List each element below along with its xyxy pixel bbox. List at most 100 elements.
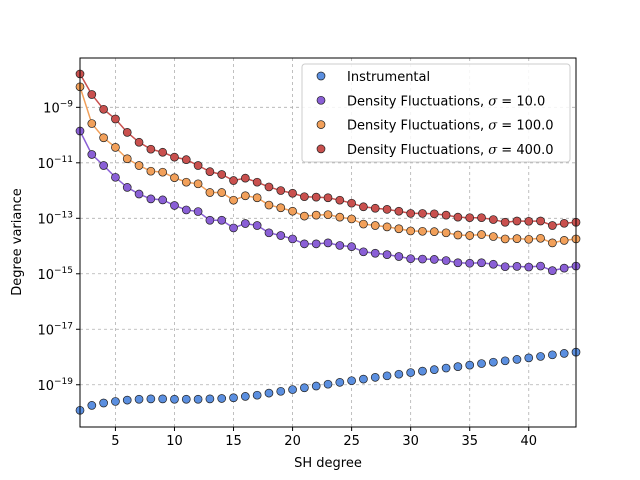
data-point [500, 356, 510, 366]
series-0 [75, 347, 581, 415]
data-point [205, 215, 215, 225]
data-point [229, 195, 238, 205]
data-point [122, 395, 132, 405]
data-point [181, 155, 191, 165]
legend-marker [316, 144, 326, 154]
data-point [122, 183, 132, 192]
x-tick-label: 10 [166, 434, 183, 449]
data-point [453, 258, 463, 268]
data-point [99, 104, 108, 114]
data-point [488, 215, 498, 224]
data-point [134, 394, 144, 404]
data-point [181, 177, 191, 187]
y-axis-label: Degree variance [10, 188, 25, 295]
data-point [429, 209, 439, 219]
data-point [359, 247, 368, 257]
data-point [500, 234, 510, 244]
data-point [158, 147, 168, 157]
data-point [264, 182, 274, 192]
data-point [418, 209, 427, 218]
x-tick-label: 5 [111, 434, 119, 449]
data-point [453, 230, 463, 240]
data-point [477, 359, 486, 368]
data-point [300, 211, 309, 221]
data-point [288, 385, 297, 394]
data-point [370, 248, 380, 258]
data-point [99, 161, 108, 170]
data-point [252, 390, 262, 400]
data-point [158, 167, 168, 177]
data-point [276, 203, 286, 213]
data-point [465, 213, 475, 223]
data-point [217, 170, 227, 179]
data-point [441, 363, 451, 373]
data-point [252, 193, 262, 203]
data-point [323, 193, 333, 203]
data-point [382, 371, 392, 381]
data-point [477, 230, 486, 239]
data-point [87, 90, 97, 99]
y-axis-ticks: 10−19 10−17 10−15 10−13 10−11 10−9 [37, 99, 80, 394]
data-point [146, 144, 156, 154]
y-tick-label: 10−17 [37, 321, 73, 338]
y-tick-label: 10−15 [37, 266, 73, 283]
data-point [87, 150, 97, 159]
x-tick-label: 40 [520, 434, 537, 449]
data-point [488, 259, 498, 269]
y-tick-label: 10−19 [37, 377, 73, 394]
data-point [170, 394, 179, 404]
data-point [158, 195, 168, 205]
x-axis-label: SH degree [294, 456, 362, 471]
data-point [441, 228, 451, 238]
data-point [536, 352, 545, 361]
data-point [264, 200, 274, 210]
data-point [87, 119, 97, 128]
data-point [512, 262, 522, 271]
legend-marker [316, 95, 326, 105]
data-point [536, 261, 545, 271]
data-point [359, 219, 368, 229]
data-point [559, 263, 569, 273]
data-point [181, 205, 191, 215]
data-point [288, 206, 297, 216]
data-point [170, 201, 179, 210]
data-point [500, 217, 510, 227]
x-tick-label: 15 [225, 434, 242, 449]
data-point [370, 372, 380, 382]
data-point [394, 224, 404, 234]
data-point [406, 209, 416, 218]
data-point [335, 378, 345, 387]
data-point [548, 238, 557, 248]
data-point [536, 233, 545, 243]
data-point [146, 394, 156, 404]
data-point [229, 393, 238, 403]
x-axis-ticks: 5 10 15 20 25 30 35 40 [111, 427, 537, 449]
data-point [429, 227, 439, 237]
series-3 [75, 69, 581, 230]
x-tick-label: 30 [402, 434, 419, 449]
data-point [406, 254, 416, 264]
data-point [323, 379, 333, 389]
x-tick-label: 25 [343, 434, 360, 449]
legend-marker [316, 120, 326, 129]
data-point [111, 143, 120, 152]
data-point [488, 357, 498, 367]
data-point [382, 250, 392, 259]
data-point [406, 368, 416, 377]
data-point [87, 401, 97, 410]
data-point [441, 210, 451, 220]
data-point [252, 221, 262, 230]
data-point [382, 205, 392, 214]
data-point [347, 214, 356, 224]
data-point [146, 166, 156, 176]
data-point [193, 394, 203, 404]
data-point [394, 252, 404, 261]
data-point [170, 173, 179, 183]
data-point [240, 219, 250, 228]
data-point [134, 137, 144, 147]
data-point [193, 179, 203, 189]
data-point [240, 392, 250, 401]
legend-entry: Density Fluctuations, σ = 100.0 [347, 119, 554, 134]
data-point [524, 216, 534, 226]
